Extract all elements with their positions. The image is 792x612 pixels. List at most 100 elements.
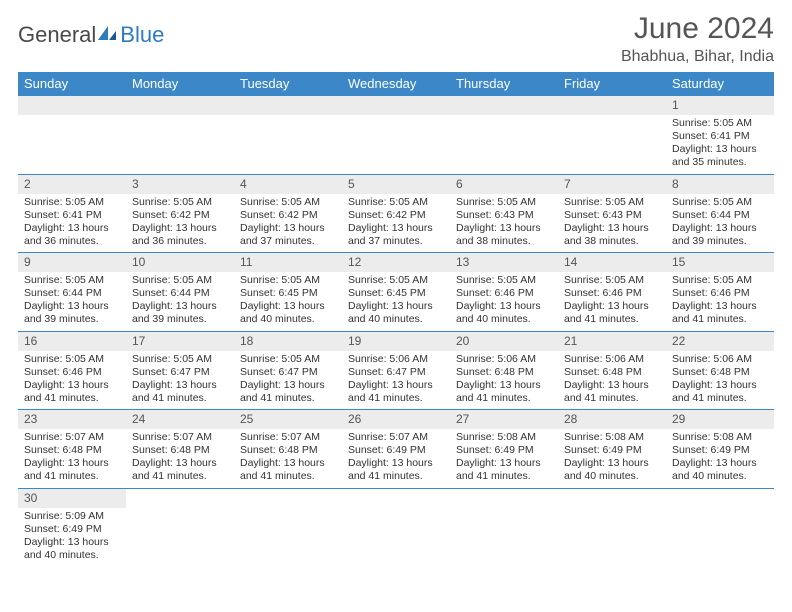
sun-data-line: Sunrise: 5:05 AM <box>240 353 336 366</box>
sun-data-line: and 39 minutes. <box>672 235 768 248</box>
sun-data-line: Daylight: 13 hours <box>240 300 336 313</box>
day-info-cell <box>342 508 450 567</box>
daynum-row: 30 <box>18 488 774 508</box>
day-number-cell: 27 <box>450 410 558 430</box>
sun-data-line: and 40 minutes. <box>672 470 768 483</box>
day-number-cell <box>558 96 666 116</box>
day-number-cell: 29 <box>666 410 774 430</box>
sun-data-line: Sunrise: 5:05 AM <box>240 274 336 287</box>
day-info-cell <box>234 115 342 174</box>
day-info-cell: Sunrise: 5:05 AMSunset: 6:44 PMDaylight:… <box>18 272 126 331</box>
sun-data-line: Daylight: 13 hours <box>456 457 552 470</box>
sun-data-line: Sunset: 6:49 PM <box>348 444 444 457</box>
sun-data-line: Sunrise: 5:09 AM <box>24 510 120 523</box>
sun-data-line: Daylight: 13 hours <box>672 379 768 392</box>
day-info-cell <box>18 115 126 174</box>
calendar-table: SundayMondayTuesdayWednesdayThursdayFrid… <box>18 72 774 566</box>
weekday-header: Wednesday <box>342 72 450 96</box>
day-number-cell: 28 <box>558 410 666 430</box>
sun-data-line: Sunset: 6:41 PM <box>24 209 120 222</box>
day-info-cell <box>126 508 234 567</box>
sun-data-line: Daylight: 13 hours <box>672 143 768 156</box>
day-info-cell: Sunrise: 5:06 AMSunset: 6:47 PMDaylight:… <box>342 351 450 410</box>
sun-data-line: and 41 minutes. <box>24 470 120 483</box>
sun-data-line: Daylight: 13 hours <box>456 222 552 235</box>
day-info-cell: Sunrise: 5:07 AMSunset: 6:48 PMDaylight:… <box>126 429 234 488</box>
day-number-cell: 9 <box>18 253 126 273</box>
day-number-cell: 3 <box>126 174 234 194</box>
sun-data-line: Sunrise: 5:06 AM <box>456 353 552 366</box>
sun-data-line: Sunrise: 5:08 AM <box>672 431 768 444</box>
sun-data-line: and 38 minutes. <box>564 235 660 248</box>
day-number-cell: 15 <box>666 253 774 273</box>
day-info-cell: Sunrise: 5:05 AMSunset: 6:41 PMDaylight:… <box>18 194 126 253</box>
sun-data-line: Sunset: 6:49 PM <box>564 444 660 457</box>
sun-data-line: and 41 minutes. <box>240 470 336 483</box>
day-number-cell: 12 <box>342 253 450 273</box>
daynum-row: 16171819202122 <box>18 331 774 351</box>
day-info-cell: Sunrise: 5:05 AMSunset: 6:42 PMDaylight:… <box>126 194 234 253</box>
sun-data-line: Sunset: 6:44 PM <box>132 287 228 300</box>
day-info-cell: Sunrise: 5:05 AMSunset: 6:44 PMDaylight:… <box>126 272 234 331</box>
sun-data-line: Daylight: 13 hours <box>132 222 228 235</box>
day-info-cell <box>558 508 666 567</box>
sun-data-line: Sunset: 6:41 PM <box>672 130 768 143</box>
sun-data-line: Sunrise: 5:05 AM <box>672 274 768 287</box>
day-info-cell: Sunrise: 5:06 AMSunset: 6:48 PMDaylight:… <box>666 351 774 410</box>
sun-data-line: Daylight: 13 hours <box>564 457 660 470</box>
weekday-header: Saturday <box>666 72 774 96</box>
sun-data-line: Sunrise: 5:06 AM <box>348 353 444 366</box>
day-number-cell: 16 <box>18 331 126 351</box>
sun-data-line: and 41 minutes. <box>240 392 336 405</box>
sun-data-line: Sunset: 6:48 PM <box>132 444 228 457</box>
weekday-header: Friday <box>558 72 666 96</box>
day-number-cell: 26 <box>342 410 450 430</box>
daynum-row: 23242526272829 <box>18 410 774 430</box>
day-info-cell: Sunrise: 5:07 AMSunset: 6:48 PMDaylight:… <box>18 429 126 488</box>
day-info-cell: Sunrise: 5:05 AMSunset: 6:41 PMDaylight:… <box>666 115 774 174</box>
daynum-row: 1 <box>18 96 774 116</box>
sun-data-line: and 36 minutes. <box>132 235 228 248</box>
sun-data-line: Sunset: 6:44 PM <box>672 209 768 222</box>
sun-data-line: Sunrise: 5:06 AM <box>564 353 660 366</box>
day-number-cell: 8 <box>666 174 774 194</box>
day-info-cell: Sunrise: 5:05 AMSunset: 6:43 PMDaylight:… <box>558 194 666 253</box>
sun-data-line: and 41 minutes. <box>348 392 444 405</box>
sun-data-line: Sunset: 6:46 PM <box>456 287 552 300</box>
day-info-cell: Sunrise: 5:05 AMSunset: 6:42 PMDaylight:… <box>342 194 450 253</box>
sun-data-line: Sunrise: 5:05 AM <box>132 196 228 209</box>
sun-data-line: Daylight: 13 hours <box>348 379 444 392</box>
logo-text-general: General <box>18 22 96 48</box>
sun-data-line: and 41 minutes. <box>456 470 552 483</box>
sun-data-line: and 41 minutes. <box>564 392 660 405</box>
sun-data-line: Sunset: 6:45 PM <box>240 287 336 300</box>
day-number-cell <box>234 488 342 508</box>
day-info-cell: Sunrise: 5:05 AMSunset: 6:46 PMDaylight:… <box>666 272 774 331</box>
day-number-cell: 13 <box>450 253 558 273</box>
day-info-cell: Sunrise: 5:05 AMSunset: 6:46 PMDaylight:… <box>18 351 126 410</box>
day-number-cell <box>558 488 666 508</box>
weekday-header: Sunday <box>18 72 126 96</box>
day-number-cell: 18 <box>234 331 342 351</box>
logo-text-blue: Blue <box>120 22 164 48</box>
sun-data-line: Sunrise: 5:05 AM <box>564 274 660 287</box>
sun-data-line: Sunrise: 5:08 AM <box>456 431 552 444</box>
day-info-cell: Sunrise: 5:05 AMSunset: 6:47 PMDaylight:… <box>234 351 342 410</box>
weekday-header: Monday <box>126 72 234 96</box>
day-number-cell: 30 <box>18 488 126 508</box>
day-info-cell <box>342 115 450 174</box>
day-info-cell: Sunrise: 5:07 AMSunset: 6:48 PMDaylight:… <box>234 429 342 488</box>
sun-data-line: Sunset: 6:48 PM <box>456 366 552 379</box>
day-info-cell <box>558 115 666 174</box>
info-row: Sunrise: 5:07 AMSunset: 6:48 PMDaylight:… <box>18 429 774 488</box>
day-number-cell <box>342 96 450 116</box>
sun-data-line: and 41 minutes. <box>132 392 228 405</box>
day-number-cell <box>126 96 234 116</box>
day-info-cell <box>666 508 774 567</box>
sun-data-line: Sunset: 6:42 PM <box>348 209 444 222</box>
day-number-cell: 6 <box>450 174 558 194</box>
sun-data-line: Daylight: 13 hours <box>348 222 444 235</box>
sun-data-line: and 39 minutes. <box>132 313 228 326</box>
day-number-cell: 14 <box>558 253 666 273</box>
sun-data-line: Sunset: 6:46 PM <box>564 287 660 300</box>
